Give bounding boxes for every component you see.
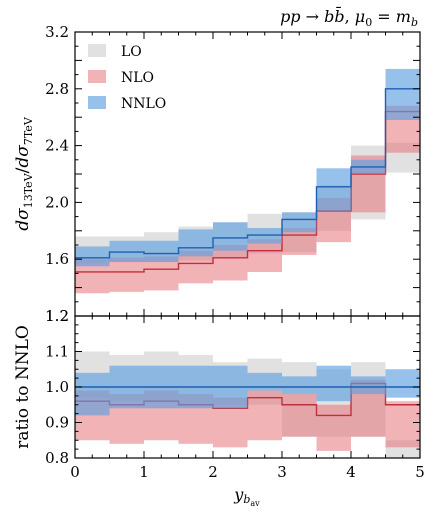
ratio-nnlo-band-bin-6 (282, 376, 317, 395)
ratio-xtick-label: 5 (415, 463, 425, 481)
chart-title-text: pp → bb̄, μ0 = mb (280, 5, 418, 29)
main-series-nnlo (75, 68, 420, 267)
main-nnlo-band-bin-7 (316, 168, 351, 211)
main-ytick-label: 2.8 (45, 80, 69, 98)
main-nnlo-band-bin-0 (75, 246, 110, 267)
ratio-series-nnlo (75, 365, 420, 416)
ratio-xtick-label: 4 (346, 463, 356, 481)
axis-ticks (74, 31, 421, 459)
main-nlo-band-bin-4 (213, 245, 248, 281)
main-nnlo-band-bin-9 (385, 68, 420, 121)
ratio-nlo-band-bin-5 (247, 390, 282, 441)
main-ylabel: dσ13TeV/dσ7TeV (13, 116, 35, 231)
ratio-ytick-label: 0.8 (45, 449, 69, 467)
ratio-xlabel: ybav (233, 485, 260, 508)
legend-item-lo: LO (88, 44, 142, 60)
ratio-nnlo-band-bin-5 (247, 372, 282, 391)
ratio-ytick-label: 1.0 (45, 378, 69, 396)
ratio-nnlo-band-bin-7 (316, 365, 351, 402)
ratio-ytick-label: 0.9 (45, 414, 69, 432)
ratio-plot-area (75, 351, 420, 458)
main-nnlo-band-bin-1 (109, 240, 144, 263)
main-nnlo-band-bin-3 (178, 229, 213, 257)
legend-item-nnlo: NNLO (88, 96, 166, 112)
main-nnlo-band-bin-6 (282, 212, 317, 233)
legend-item-nlo: NLO (88, 70, 154, 86)
ratio-nnlo-band-bin-9 (385, 369, 420, 398)
ratio-panel-bands (75, 351, 420, 458)
main-ytick-label: 1.2 (45, 307, 69, 325)
ratio-ylabel: ratio to NNLO (13, 325, 33, 449)
main-panel-bands (75, 68, 420, 294)
main-plot-area (75, 68, 420, 294)
legend-label-nlo: NLO (121, 70, 154, 86)
main-ytick-label: 3.2 (45, 23, 69, 41)
main-ytick-label: 1.6 (45, 250, 69, 268)
legend-swatch-lo (88, 44, 106, 57)
ratio-nnlo-band-bin-8 (351, 376, 386, 395)
chart-title: pp → bb̄, μ0 = mb (280, 5, 418, 29)
ratio-xtick-label: 3 (277, 463, 287, 481)
ratio-ytick-label: 1.2 (45, 307, 69, 325)
main-ytick-label: 2.0 (45, 193, 69, 211)
main-series-nlo (75, 105, 420, 294)
main-nnlo-central-line (75, 88, 420, 259)
ratio-ytick-label: 1.1 (45, 343, 69, 361)
legend-label-lo: LO (121, 44, 142, 60)
legend-label-nnlo: NNLO (121, 96, 166, 112)
main-nlo-band-bin-5 (247, 239, 282, 272)
axis-labels: 1.62.02.42.83.21.20.80.91.01.11.20 1 2 3 4 5d… (13, 23, 425, 508)
ratio-nnlo-band-bin-0 (75, 372, 110, 416)
main-nlo-band-bin-1 (109, 257, 144, 292)
main-nnlo-band-bin-2 (144, 240, 179, 263)
legend-swatch-nlo (88, 70, 106, 83)
ratio-xtick-label: 1 (139, 463, 149, 481)
legend: LO NLO NNLO (88, 44, 166, 112)
main-ytick-label: 2.4 (45, 137, 69, 155)
main-nnlo-band-bin-5 (247, 227, 282, 244)
main-nnlo-band-bin-4 (213, 222, 248, 251)
main-nlo-band-bin-6 (282, 227, 317, 255)
ratio-nlo-band-bin-9 (385, 401, 420, 448)
ratio-nlo-band-bin-7 (316, 404, 351, 451)
ratio-xtick-label: 0 (70, 463, 80, 481)
legend-swatch-nnlo (88, 96, 106, 109)
ratio-xtick-label: 2 (208, 463, 218, 481)
ratio-nlo-band-bin-6 (282, 394, 317, 437)
